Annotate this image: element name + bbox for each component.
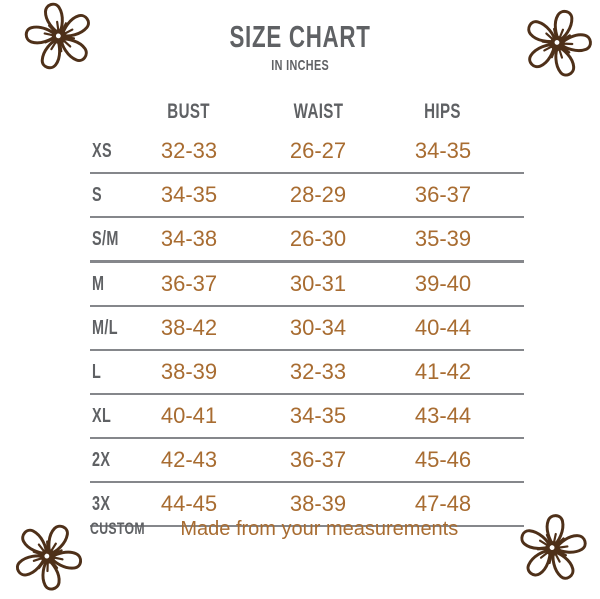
custom-size-note: Made from your measurements (180, 517, 459, 540)
size-label: L (92, 360, 102, 383)
hips-value: 47-48 (414, 491, 472, 516)
size-label: M/L (92, 316, 118, 339)
flower-icon (0, 508, 96, 599)
size-label: M (92, 272, 105, 295)
column-header-bust: BUST (167, 100, 211, 123)
table-header: BUST WAIST HIPS (90, 94, 524, 130)
waist-value: 32-33 (289, 359, 347, 384)
hips-value: 40-44 (414, 315, 472, 340)
hips-value: 41-42 (414, 359, 472, 384)
waist-value: 26-30 (289, 226, 347, 251)
bust-value: 42-43 (160, 447, 218, 472)
waist-value: 28-29 (289, 182, 347, 207)
waist-value: 38-39 (289, 491, 347, 516)
size-label: 3X (92, 492, 111, 515)
waist-value: 34-35 (289, 403, 347, 428)
size-label: 2X (92, 448, 111, 471)
page-subtitle: IN INCHES (271, 57, 329, 74)
column-header-hips: HIPS (424, 100, 462, 123)
custom-size-label: CUSTOM (90, 519, 145, 538)
table-row: XS 32-33 26-27 34-35 (90, 130, 524, 174)
table-row: 2X 42-43 36-37 45-46 (90, 439, 524, 483)
bust-value: 32-33 (160, 138, 218, 163)
waist-value: 26-27 (289, 138, 347, 163)
bust-value: 40-41 (160, 403, 218, 428)
bust-value: 34-38 (160, 226, 218, 251)
table-row: L 38-39 32-33 41-42 (90, 351, 524, 395)
custom-size-row: CUSTOM Made from your measurements (90, 508, 550, 550)
bust-value: 44-45 (160, 491, 218, 516)
table-row: 3X 44-45 38-39 47-48 (90, 483, 524, 527)
waist-value: 30-34 (289, 315, 347, 340)
bust-value: 38-39 (160, 359, 218, 384)
column-header-waist: WAIST (293, 100, 343, 123)
bust-value: 34-35 (160, 182, 218, 207)
hips-value: 45-46 (414, 447, 472, 472)
hips-value: 39-40 (414, 271, 472, 296)
waist-value: 36-37 (289, 447, 347, 472)
page-title: SIZE CHART (229, 19, 371, 54)
hips-value: 43-44 (414, 403, 472, 428)
size-label: S (92, 183, 102, 206)
size-label: S/M (92, 227, 119, 250)
size-label: XS (92, 139, 112, 162)
bust-value: 38-42 (160, 315, 218, 340)
table-row: M 36-37 30-31 39-40 (90, 263, 524, 307)
waist-value: 30-31 (289, 271, 347, 296)
bust-value: 36-37 (160, 271, 218, 296)
hips-value: 36-37 (414, 182, 472, 207)
table-row: M/L 38-42 30-34 40-44 (90, 307, 524, 351)
table-row: S 34-35 28-29 36-37 (90, 174, 524, 218)
size-table: BUST WAIST HIPS XS 32-33 26-27 34-35 S 3… (90, 94, 524, 527)
size-label: XL (92, 404, 112, 427)
table-row: S/M 34-38 26-30 35-39 (90, 218, 524, 263)
table-row: XL 40-41 34-35 43-44 (90, 395, 524, 439)
hips-value: 34-35 (414, 138, 472, 163)
hips-value: 35-39 (414, 226, 472, 251)
